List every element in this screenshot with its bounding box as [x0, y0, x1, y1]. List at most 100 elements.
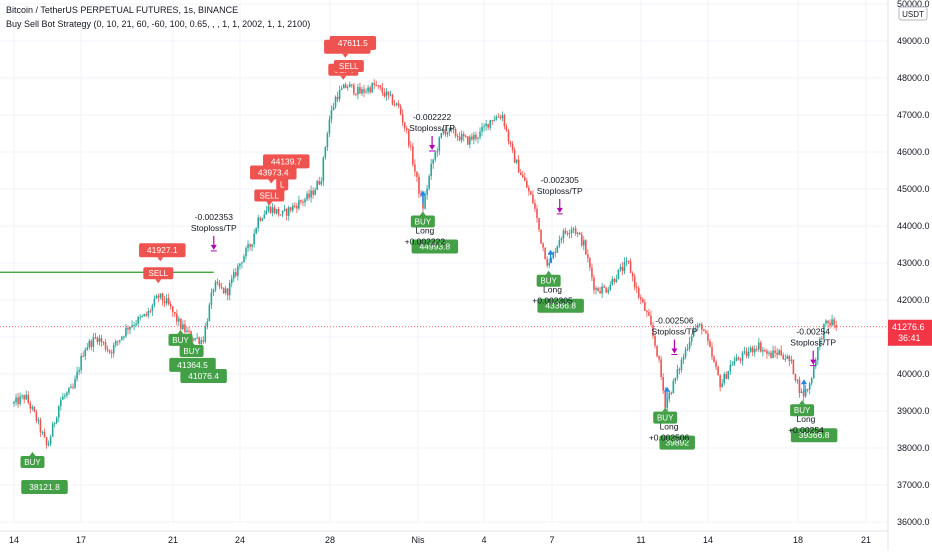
candle-body: [454, 129, 457, 136]
candle: [23, 394, 25, 404]
last-price-label: 41276.6: [892, 322, 925, 332]
candle-body: [672, 380, 675, 394]
candle: [33, 406, 36, 413]
candle: [814, 357, 817, 370]
candle-body: [566, 233, 569, 235]
candle-body: [182, 324, 184, 330]
candle: [430, 159, 432, 180]
candle: [690, 334, 693, 346]
candle: [298, 195, 300, 211]
candle: [650, 310, 652, 326]
y-tick-label: 42000.0: [897, 295, 930, 305]
candle-body: [204, 326, 207, 342]
sell-marker-box: [143, 267, 174, 280]
last-price-badge: [888, 319, 932, 346]
candle: [141, 314, 144, 318]
buy-marker-label: BUY: [540, 277, 557, 286]
candle-body: [491, 120, 494, 122]
candle-body: [515, 159, 518, 163]
candle: [507, 128, 510, 145]
candle: [353, 83, 355, 96]
candle-body: [749, 347, 752, 352]
candle: [310, 185, 312, 203]
sell-marker-box: [333, 60, 364, 72]
candle-body: [359, 87, 361, 94]
candle: [245, 245, 247, 260]
candle-body: [682, 356, 685, 361]
candle-body: [285, 208, 288, 216]
candle-body: [226, 288, 229, 296]
stoploss-value: -0.002506: [655, 316, 694, 326]
candle: [267, 202, 270, 213]
candle-body: [334, 96, 337, 107]
candle: [810, 376, 813, 386]
candle-body: [241, 262, 243, 264]
candle-body: [464, 136, 467, 138]
candle-body: [764, 350, 766, 352]
candle: [320, 177, 323, 186]
candle-body: [224, 288, 227, 294]
candle-body: [499, 117, 502, 119]
candle: [214, 279, 217, 293]
candle: [532, 190, 534, 205]
candle-body: [344, 84, 347, 88]
candle: [487, 123, 489, 131]
candle-body: [434, 152, 437, 160]
candle: [631, 271, 634, 282]
candle-body: [605, 287, 607, 293]
candle: [228, 279, 231, 301]
candle: [316, 179, 319, 191]
candle: [548, 258, 551, 269]
candle-body: [110, 352, 113, 354]
candle-body: [47, 444, 50, 446]
candle-body: [316, 181, 319, 190]
symbol-title: Bitcoin / TetherUS PERPETUAL FUTURES, 1s…: [6, 5, 239, 15]
candle: [328, 115, 331, 138]
candle: [735, 353, 738, 362]
candle-body: [715, 361, 717, 367]
candle-body: [727, 371, 730, 379]
candle: [387, 91, 390, 100]
candle-body: [792, 359, 795, 375]
candle-body: [503, 114, 506, 127]
candle: [330, 105, 333, 124]
candle: [544, 247, 546, 260]
candle-body: [381, 87, 384, 93]
candle: [698, 322, 701, 327]
candle: [383, 88, 386, 98]
candle-body: [782, 355, 785, 360]
candle: [194, 337, 196, 342]
candle: [92, 333, 95, 352]
candle-body: [259, 217, 262, 221]
candle: [210, 288, 213, 309]
candle-body: [119, 339, 121, 342]
candle-body: [817, 347, 819, 361]
candle: [692, 325, 695, 338]
candle-body: [186, 330, 188, 333]
candle-body: [306, 193, 308, 200]
candle-body: [615, 279, 618, 282]
candle: [302, 199, 304, 207]
candle-body: [568, 233, 571, 235]
candle: [55, 416, 58, 425]
candle: [611, 275, 614, 286]
candle: [17, 392, 19, 408]
candle: [733, 356, 736, 367]
candle-body: [426, 188, 428, 195]
candle: [747, 347, 750, 359]
candle-body: [367, 87, 369, 92]
candle-body: [314, 189, 316, 195]
candle: [804, 385, 807, 398]
candle: [450, 127, 453, 133]
candle: [357, 84, 359, 100]
candle-body: [222, 287, 225, 294]
candle-body: [271, 207, 274, 213]
candle-body: [635, 287, 638, 289]
candle: [80, 353, 82, 374]
candle-body: [106, 349, 109, 351]
candle: [88, 338, 91, 350]
candle: [464, 134, 467, 138]
candle: [391, 93, 394, 106]
